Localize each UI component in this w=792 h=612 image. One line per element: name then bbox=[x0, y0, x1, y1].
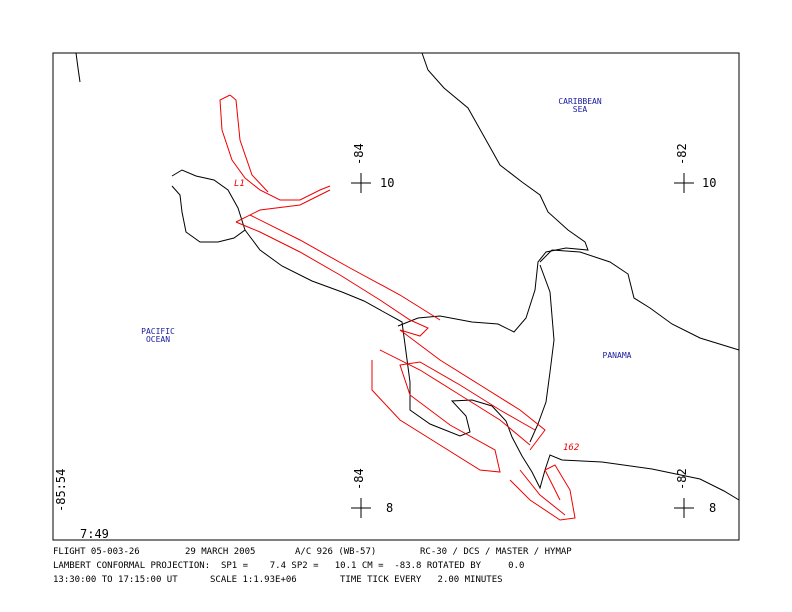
lon-label: -84 bbox=[352, 143, 366, 165]
footer: FLIGHT 05-003-26 29 MARCH 2005 A/C 926 (… bbox=[53, 547, 572, 585]
country-label: PANAMA bbox=[603, 351, 632, 360]
grid-crosses bbox=[351, 173, 694, 518]
footer-text: TIME TICK EVERY 2.00 MINUTES bbox=[340, 575, 503, 585]
lon-label: -82 bbox=[675, 143, 689, 165]
footer-text: RC-30 / DCS / MASTER / HYMAP bbox=[420, 547, 572, 557]
lon-label: -82 bbox=[675, 468, 689, 490]
footer-text: LAMBERT CONFORMAL PROJECTION: SP1 = 7.4 … bbox=[53, 561, 524, 571]
footer-text: 29 MARCH 2005 bbox=[185, 547, 255, 557]
lat-label: 8 bbox=[386, 501, 393, 515]
track-label: 162 bbox=[563, 443, 579, 453]
start-time: 7:49 bbox=[80, 527, 109, 541]
lat-label: 10 bbox=[380, 176, 394, 190]
lat-label: 10 bbox=[702, 176, 716, 190]
sea-label: SEA bbox=[573, 105, 588, 114]
footer-text: A/C 926 (WB-57) bbox=[295, 547, 376, 557]
lat-label: 8 bbox=[709, 501, 716, 515]
footer-text: SCALE 1:1.93E+06 bbox=[210, 575, 297, 585]
flight-track bbox=[219, 94, 576, 521]
lon-label: -84 bbox=[352, 468, 366, 490]
ocean-label: OCEAN bbox=[146, 335, 170, 344]
map-frame bbox=[52, 52, 740, 541]
ocean-label: PACIFIC bbox=[141, 327, 175, 336]
track-label: L1 bbox=[234, 179, 245, 189]
sea-label: CARIBBEAN bbox=[558, 97, 602, 106]
footer-text: 13:30:00 TO 17:15:00 UT bbox=[53, 575, 178, 585]
coastlines bbox=[75, 52, 740, 501]
corner-lon-label: -85:54 bbox=[54, 469, 68, 512]
footer-text: FLIGHT 05-003-26 bbox=[53, 547, 140, 557]
